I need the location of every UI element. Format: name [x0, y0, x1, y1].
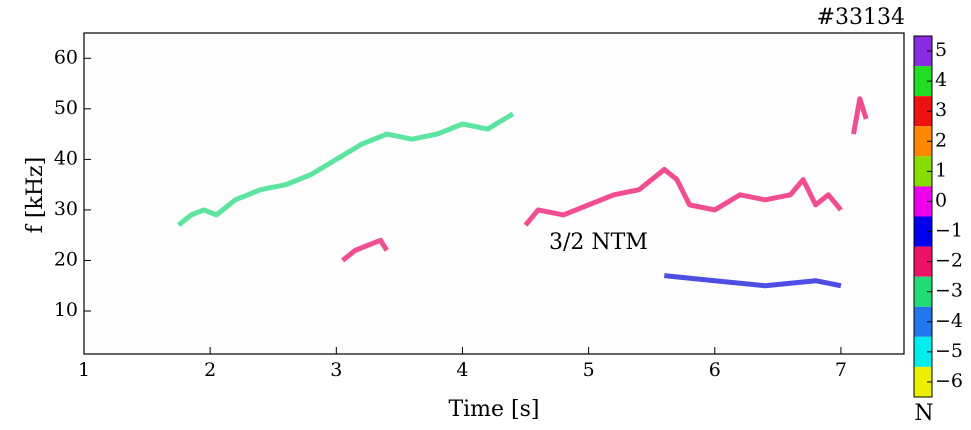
chart-title: #33134	[817, 5, 905, 30]
y-tick-label: 20	[54, 248, 78, 270]
colorbar-tick-label: −6	[935, 370, 963, 392]
colorbar-tick-label: −1	[935, 220, 963, 242]
colorbar-swatch	[914, 336, 932, 367]
y-tick-label: 30	[54, 198, 78, 220]
mode-trace	[341, 237, 389, 263]
colorbar-swatch	[914, 126, 932, 157]
plot-area	[84, 33, 904, 354]
mode-trace	[851, 96, 869, 135]
colorbar-swatch	[914, 216, 932, 247]
x-tick-label: 5	[583, 359, 595, 381]
x-tick-label: 7	[835, 359, 847, 381]
colorbar-tick-label: −5	[935, 340, 963, 362]
x-tick-label: 2	[204, 359, 216, 381]
colorbar-tick-label: −2	[935, 250, 963, 272]
colorbar-swatch	[914, 246, 932, 277]
plot-frame	[83, 32, 905, 355]
colorbar-swatch	[914, 366, 932, 397]
colorbar-tick-label: 4	[935, 69, 947, 91]
y-axis-label: f [kHz]	[23, 157, 48, 233]
colorbar-swatch	[914, 186, 932, 217]
x-tick-label: 6	[709, 359, 721, 381]
y-tick-label: 50	[54, 97, 78, 119]
colorbar-tick-label: 2	[935, 129, 947, 151]
colorbar-swatch	[914, 66, 932, 97]
colorbar-tick-label: 1	[935, 159, 947, 181]
colorbar-tick-label: −4	[935, 310, 963, 332]
x-tick-label: 3	[330, 359, 342, 381]
colorbar-swatch	[914, 276, 932, 307]
mode-trace	[177, 111, 515, 228]
colorbar-swatch	[914, 36, 932, 67]
colorbar-frame	[913, 35, 933, 398]
colorbar-tick-label: 5	[935, 39, 947, 61]
colorbar-label: N	[914, 401, 933, 426]
x-tick-label: 1	[78, 359, 90, 381]
x-axis-label: Time [s]	[448, 397, 539, 422]
colorbar-swatch	[914, 96, 932, 127]
mode-trace	[523, 166, 843, 227]
colorbar-swatch	[914, 306, 932, 337]
y-tick-label: 10	[54, 299, 78, 321]
colorbar-tick-label: −3	[935, 280, 963, 302]
x-tick-label: 4	[456, 359, 468, 381]
annotation: 3/2 NTM	[549, 230, 648, 255]
mode-trace	[664, 273, 842, 289]
colorbar-tick-label: 0	[935, 189, 947, 211]
colorbar-swatch	[914, 156, 932, 187]
y-tick-label: 60	[54, 46, 78, 68]
y-tick-label: 40	[54, 147, 78, 169]
colorbar-tick-label: 3	[935, 99, 947, 121]
